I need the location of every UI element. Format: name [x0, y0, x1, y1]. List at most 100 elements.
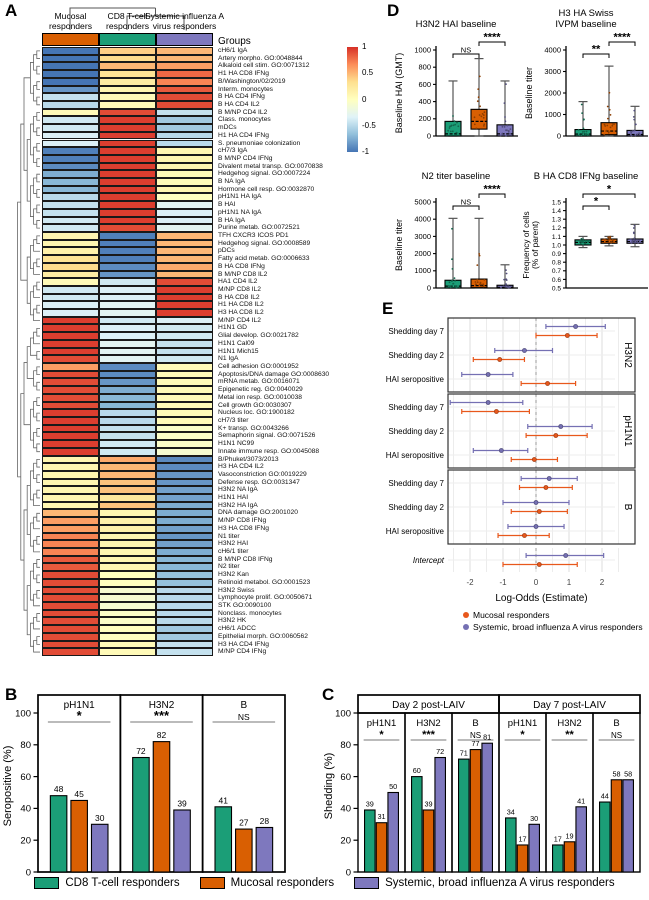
svg-text:pH1N1: pH1N1 — [64, 700, 96, 711]
boxplot-canvas: 0.50.6 0.70.8 0.9 1.01.1 1.21.3 1.4 1.5 Frequen… — [521, 184, 648, 292]
heatmap-cell — [42, 185, 99, 194]
bar — [458, 758, 470, 873]
heatmap-row: H1 HA CD4 IFNg — [42, 131, 269, 140]
svg-text:Shedding day 7: Shedding day 7 — [388, 327, 444, 336]
heatmap-cell — [156, 124, 213, 132]
heatmap-cell — [99, 124, 156, 132]
svg-text:B: B — [240, 700, 247, 711]
heatmap-cell — [42, 70, 99, 78]
heatmap-cell — [99, 601, 156, 610]
heatmap-cell — [99, 116, 156, 125]
heatmap-cell — [99, 524, 156, 533]
heatmap-row-label: Class. monocytes — [218, 116, 271, 124]
heatmap-cell — [99, 494, 156, 502]
heatmap-row-label: B NA IgA — [218, 178, 246, 186]
heatmap-cell — [156, 517, 213, 525]
heatmap-row-label: M/NP CD8 IL2 — [218, 285, 261, 293]
heatmap-row: B M/NP CD8 IL2 — [42, 270, 267, 279]
heatmap-cell — [99, 70, 156, 78]
legend-swatch — [199, 877, 225, 889]
heatmap-cell — [156, 108, 213, 117]
heatmap-cell — [42, 316, 99, 325]
heatmap-cell — [99, 347, 156, 356]
heatmap-cell — [99, 532, 156, 541]
svg-text:-2: -2 — [466, 578, 474, 587]
bar — [363, 809, 376, 873]
heatmap-cell — [156, 285, 213, 294]
svg-text:45: 45 — [74, 789, 84, 799]
heatmap-cell — [156, 494, 213, 502]
heatmap-body: cH6/1 IgA Artery morpho. GO:0048844 Alkalo… — [42, 47, 380, 656]
svg-text:0.6: 0.6 — [552, 277, 561, 284]
bar — [411, 776, 423, 873]
heatmap-row-label: N1 IgA — [218, 355, 239, 363]
svg-text:H3N2: H3N2 — [416, 718, 440, 729]
heatmap-row: H1N1 HAI — [42, 494, 248, 502]
bar — [173, 809, 191, 873]
heatmap-row: B HA CD4 IFNg — [42, 93, 265, 101]
heatmap-cell — [99, 625, 156, 633]
boxplot-canvas: 0 1000 2000 3000 4000 5000 Baseline titer NS ***… — [394, 184, 518, 292]
heatmap-cell — [99, 77, 156, 86]
bar — [598, 801, 611, 873]
bar — [528, 823, 540, 873]
boxplot-title: N2 titer baseline — [421, 170, 491, 182]
heatmap-row: B HAI — [42, 201, 235, 209]
heatmap-row: cH6/1 IgA — [42, 47, 247, 55]
svg-text:400: 400 — [418, 97, 431, 106]
heatmap-cell — [42, 540, 99, 548]
heatmap-cell — [156, 347, 213, 356]
heatmap-cell — [99, 47, 156, 55]
heatmap-row-label: H3 HA CD8 IFNg — [218, 524, 269, 532]
heatmap-row-label: M/NP CD4 IL2 — [218, 316, 261, 324]
heatmap-cell — [99, 100, 156, 109]
heatmap-cell — [99, 85, 156, 94]
heatmap-row: Alkaloid cell stim. GO:0071312 — [42, 62, 309, 71]
svg-text:60: 60 — [20, 772, 31, 783]
svg-text:pH1N1: pH1N1 — [367, 718, 397, 729]
heatmap-cell — [99, 617, 156, 626]
heatmap-cell — [156, 578, 213, 587]
heatmap-cell — [156, 455, 213, 464]
heatmap-cell — [42, 486, 99, 495]
heatmap-row: H1 HA CD8 IFNg — [42, 70, 269, 78]
svg-text:1.4: 1.4 — [552, 208, 561, 215]
heatmap-row-label: B HA CD4 IL2 — [218, 100, 260, 108]
heatmap-row: Fatty acid metab. GO:0006633 — [42, 255, 309, 263]
heatmap-cell — [99, 224, 156, 232]
heatmap-row: H3 HA CD8 IFNg — [42, 524, 269, 533]
heatmap-cell — [99, 185, 156, 194]
heatmap-cell — [42, 324, 99, 333]
svg-text:HAI seropositive: HAI seropositive — [386, 451, 445, 460]
svg-text:H3N2: H3N2 — [149, 700, 175, 711]
heatmap-cell — [42, 208, 99, 217]
heatmap-cell — [99, 517, 156, 525]
svg-text:1.2: 1.2 — [552, 225, 561, 232]
heatmap-row: cH7/3 IgA — [42, 147, 247, 155]
heatmap-row: Apoptosis/DNA damage GO:0008630 — [42, 370, 329, 379]
heatmap-row-label: N1 titer — [218, 532, 240, 540]
heatmap-row: S. pneumoniae colonization — [42, 139, 300, 148]
legend-label: CD8 T-cell responders — [65, 877, 180, 889]
heatmap-row-label: mDCs — [218, 124, 237, 132]
heatmap-row: B M/NP CD8 IFNg — [42, 555, 273, 564]
heatmap-row-label: Nonclass. monocytes — [218, 609, 282, 617]
bar — [422, 809, 435, 873]
svg-text:Shedding day 7: Shedding day 7 — [388, 403, 444, 412]
svg-text:*: * — [607, 184, 612, 196]
heatmap-cell — [156, 309, 213, 317]
heatmap-row: H1N1 NC99 — [42, 440, 254, 448]
heatmap-cell — [156, 378, 213, 387]
svg-text:***: *** — [422, 729, 436, 741]
svg-text:Mucosal responders: Mucosal responders — [473, 610, 550, 620]
heatmap-row-label: Glial develop. GO:0021782 — [218, 332, 299, 340]
svg-text:58: 58 — [612, 769, 620, 778]
heatmap-cell — [156, 540, 213, 548]
heatmap-row-label: N2 titer — [218, 563, 240, 571]
svg-text:27: 27 — [239, 818, 249, 828]
heatmap-cell — [156, 617, 213, 626]
heatmap-cell — [99, 509, 156, 518]
heatmap-cell — [99, 255, 156, 263]
heatmap-cell — [156, 293, 213, 302]
heatmap-row: H3N2 Swiss — [42, 586, 254, 595]
